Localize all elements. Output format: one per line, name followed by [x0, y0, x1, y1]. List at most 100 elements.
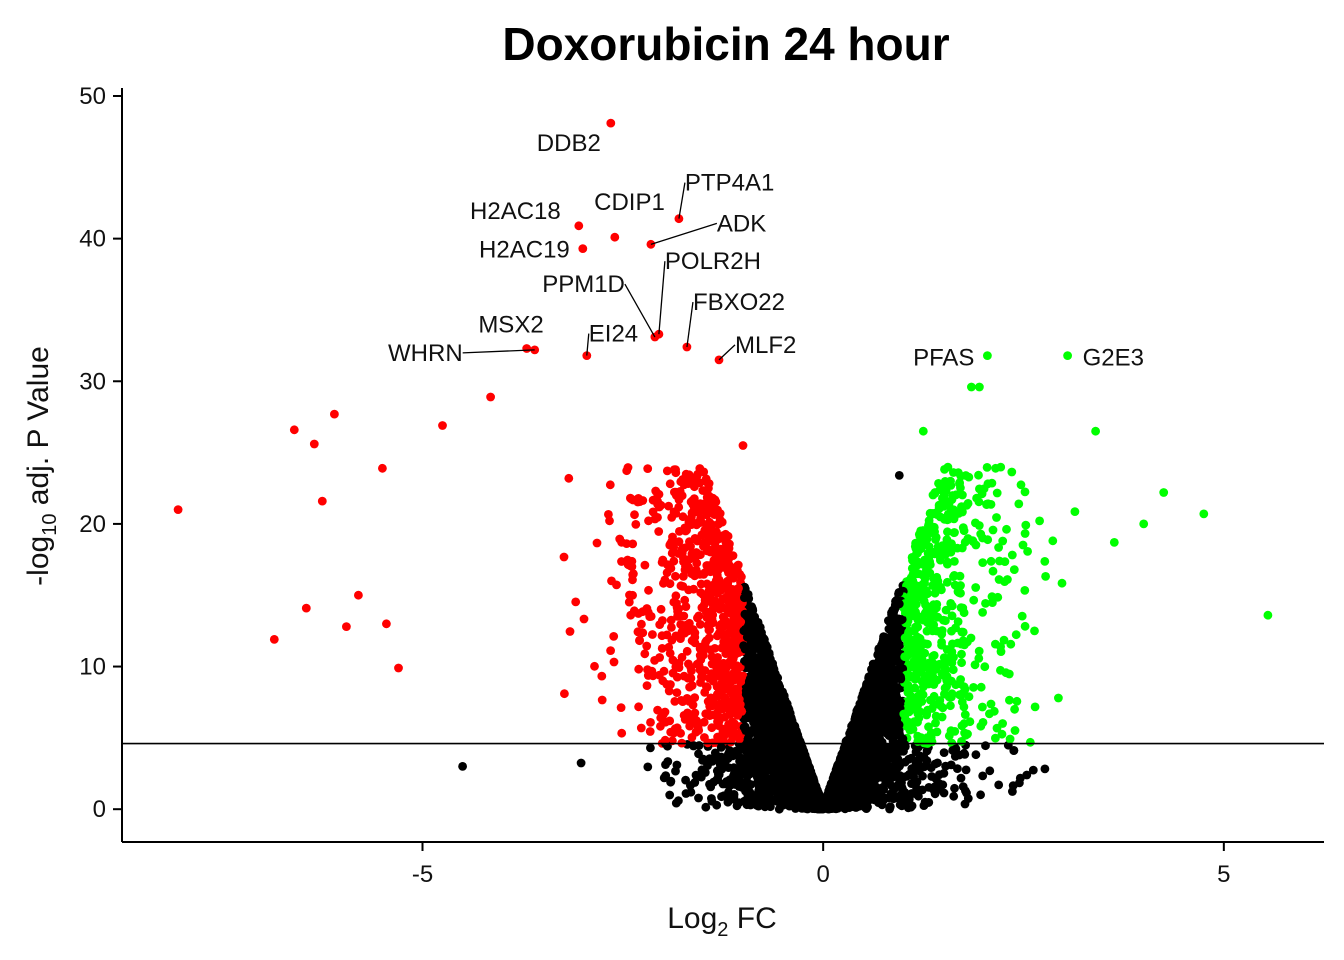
data-point: [926, 510, 936, 519]
data-point: [646, 718, 655, 727]
data-point: [638, 496, 648, 505]
data-point: [944, 731, 954, 741]
data-point: [744, 794, 753, 804]
data-point: [897, 778, 906, 788]
data-point: [939, 788, 949, 798]
data-point: [1035, 516, 1044, 526]
data-point: [699, 717, 709, 727]
data-point: [885, 802, 895, 811]
data-point: [667, 548, 677, 558]
data-point: [1005, 695, 1014, 705]
data-point: [883, 767, 892, 776]
data-point: [742, 755, 752, 765]
data-point: [1015, 778, 1024, 788]
data-point: [940, 477, 950, 486]
data-point: [893, 730, 903, 739]
data-point: [793, 797, 803, 807]
data-point: [731, 636, 741, 645]
data-point: [700, 768, 710, 777]
data-point: [674, 502, 684, 512]
data-point: [726, 737, 736, 747]
data-point: [956, 471, 966, 481]
data-point: [864, 791, 873, 801]
data-point: [707, 606, 717, 616]
data-point: [928, 604, 938, 614]
data-point: [958, 490, 967, 500]
data-point: [695, 620, 705, 629]
data-point: [609, 657, 619, 667]
data-point: [947, 611, 957, 621]
data-point: [964, 472, 974, 482]
data-point: [972, 493, 981, 503]
data-point: [969, 683, 978, 692]
data-point: [893, 624, 903, 633]
data-point: [762, 659, 772, 669]
data-point: [931, 532, 941, 542]
data-point: [953, 617, 963, 626]
data-point: [1009, 565, 1019, 574]
data-point: [1008, 787, 1017, 796]
data-point: [617, 557, 626, 566]
data-point: [716, 743, 726, 752]
data-point: [1030, 626, 1039, 636]
data-point: [609, 632, 619, 641]
data-point: [1020, 621, 1030, 631]
data-point: [922, 756, 932, 766]
data-point: [631, 520, 641, 529]
data-point: [930, 488, 940, 497]
data-point: [579, 614, 589, 624]
data-point: [746, 640, 756, 650]
data-point: [996, 665, 1005, 675]
data-point: [665, 790, 675, 800]
data-point: [957, 658, 966, 668]
data-point: [770, 795, 780, 804]
data-point: [707, 526, 717, 535]
data-point: [713, 653, 722, 662]
data-point: [782, 754, 792, 763]
data-point: [997, 729, 1007, 739]
data-point: [643, 671, 653, 680]
data-point: [895, 761, 904, 771]
data-point: [681, 789, 691, 798]
data-point: [775, 769, 785, 779]
data-point: [924, 722, 933, 732]
data-point: [919, 596, 929, 606]
data-point: [640, 560, 650, 570]
data-point: [571, 597, 581, 607]
data-point: [694, 793, 703, 803]
data-point: [695, 464, 705, 473]
data-point: [889, 790, 899, 800]
data-point: [628, 575, 637, 585]
data-point: [733, 561, 742, 571]
data-point: [948, 665, 958, 675]
data-point: [673, 610, 683, 619]
data-point: [665, 479, 675, 489]
data-point: [640, 649, 650, 659]
data-point: [1010, 704, 1019, 714]
data-point: [720, 693, 730, 703]
data-point: [727, 717, 737, 727]
data-point: [680, 595, 690, 605]
data-point: [1017, 611, 1027, 621]
data-point: [676, 620, 686, 629]
data-point: [900, 652, 910, 662]
chart-title: Doxorubicin 24 hour: [502, 18, 949, 70]
data-point: [697, 603, 707, 612]
data-point: [648, 495, 658, 505]
data-point: [668, 655, 678, 665]
data-point: [860, 756, 870, 766]
data-point: [940, 683, 950, 693]
data-point: [881, 778, 891, 788]
data-point: [687, 715, 697, 725]
data-point: [1023, 547, 1032, 556]
data-point: [950, 580, 960, 590]
data-point: [985, 766, 995, 776]
data-point: [1041, 572, 1050, 581]
data-point: [674, 537, 684, 547]
data-point: [742, 777, 752, 787]
data-point: [950, 528, 959, 537]
data-point: [712, 682, 722, 691]
data-point: [712, 752, 722, 761]
data-point: [916, 689, 925, 698]
data-point: [867, 696, 876, 706]
